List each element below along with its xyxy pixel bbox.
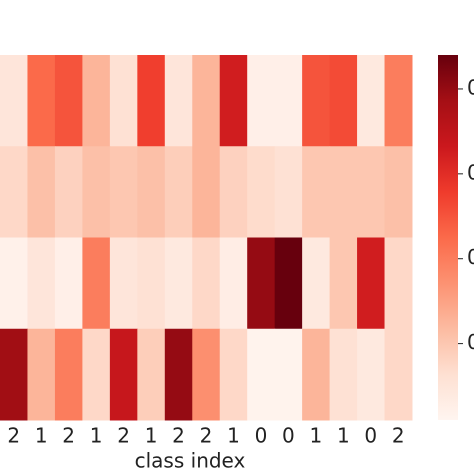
heatmap-cell [302,237,331,330]
heatmap-cell [137,328,166,421]
x-tick-label: 1 [145,424,158,448]
heatmap-cell [192,146,221,238]
heatmap-cell [164,55,193,147]
colorbar-tick-label: 0.2 [467,330,474,354]
x-tick-label: 1 [337,424,350,448]
heatmap-cell [0,55,28,147]
heatmap-cell [219,146,248,238]
x-tick-label: 1 [90,424,103,448]
heatmap-cell [82,55,111,147]
heatmap-cell [82,146,111,238]
heatmap-cell [274,328,303,421]
heatmap-cell [0,237,28,330]
heatmap-cell [247,146,276,238]
heatmap-cell [54,237,83,330]
heatmap-cell [274,237,303,330]
x-tick-label: 2 [172,424,185,448]
heatmap-cell [384,55,413,147]
heatmap-cell [219,237,248,330]
x-tick-label: 0 [255,424,268,448]
heatmap-cell [137,146,166,238]
heatmap-cell [82,328,111,421]
heatmap-cell [274,55,303,147]
heatmap-cell [0,146,28,238]
colorbar-tick-label: 0.8 [467,75,474,99]
heatmap-cell [274,146,303,238]
heatmap-cell [247,55,276,147]
colorbar-tick-label: 0.6 [467,160,474,184]
heatmap-cell [164,328,193,421]
x-tick-label: 2 [7,424,20,448]
x-tick-label: 1 [309,424,322,448]
heatmap-cell [54,146,83,238]
heatmap-cell [329,146,358,238]
heatmap-cell [357,237,386,330]
heatmap-cell [302,146,331,238]
heatmap-cell [27,55,56,147]
x-axis-label: class index [135,449,246,473]
heatmap-cell [247,328,276,421]
heatmap-cell [164,237,193,330]
heatmap-cell [109,328,138,421]
heatmap-cell [192,55,221,147]
heatmap-cell [109,55,138,147]
x-tick-label: 1 [35,424,48,448]
x-tick-label: 2 [62,424,75,448]
heatmap-cell [329,237,358,330]
heatmap-cell [27,328,56,421]
heatmap-cell [302,328,331,421]
heatmap-cell [137,55,166,147]
heatmap-cell [192,237,221,330]
heatmap-cell [54,328,83,421]
heatmap-cell [192,328,221,421]
heatmap-cell [137,237,166,330]
heatmap-cell [302,55,331,147]
heatmap-cell [357,55,386,147]
heatmap-cell [384,237,413,330]
heatmap-cell [357,146,386,238]
x-tick-label: 0 [364,424,377,448]
heatmap-cell [247,237,276,330]
heatmap-cell [329,55,358,147]
heatmap-cell [329,328,358,421]
x-tick-label: 1 [227,424,240,448]
heatmap-cell [0,328,28,421]
heatmap-cell [219,328,248,421]
heatmap-cell [27,237,56,330]
heatmap-cell [27,146,56,238]
heatmap-cell [109,237,138,330]
heatmap-cell [384,328,413,421]
heatmap-cell [357,328,386,421]
heatmap-cell [219,55,248,147]
colorbar [438,55,458,420]
heatmap-cell [82,237,111,330]
heatmap-cell [54,55,83,147]
colorbar-tick-label: 0.4 [467,245,474,269]
x-tick-label: 2 [392,424,405,448]
x-tick-label: 0 [282,424,295,448]
heatmap-cell [109,146,138,238]
x-tick-label: 2 [117,424,130,448]
heatmap-cell [164,146,193,238]
heatmap-cell [384,146,413,238]
x-tick-label: 2 [200,424,213,448]
